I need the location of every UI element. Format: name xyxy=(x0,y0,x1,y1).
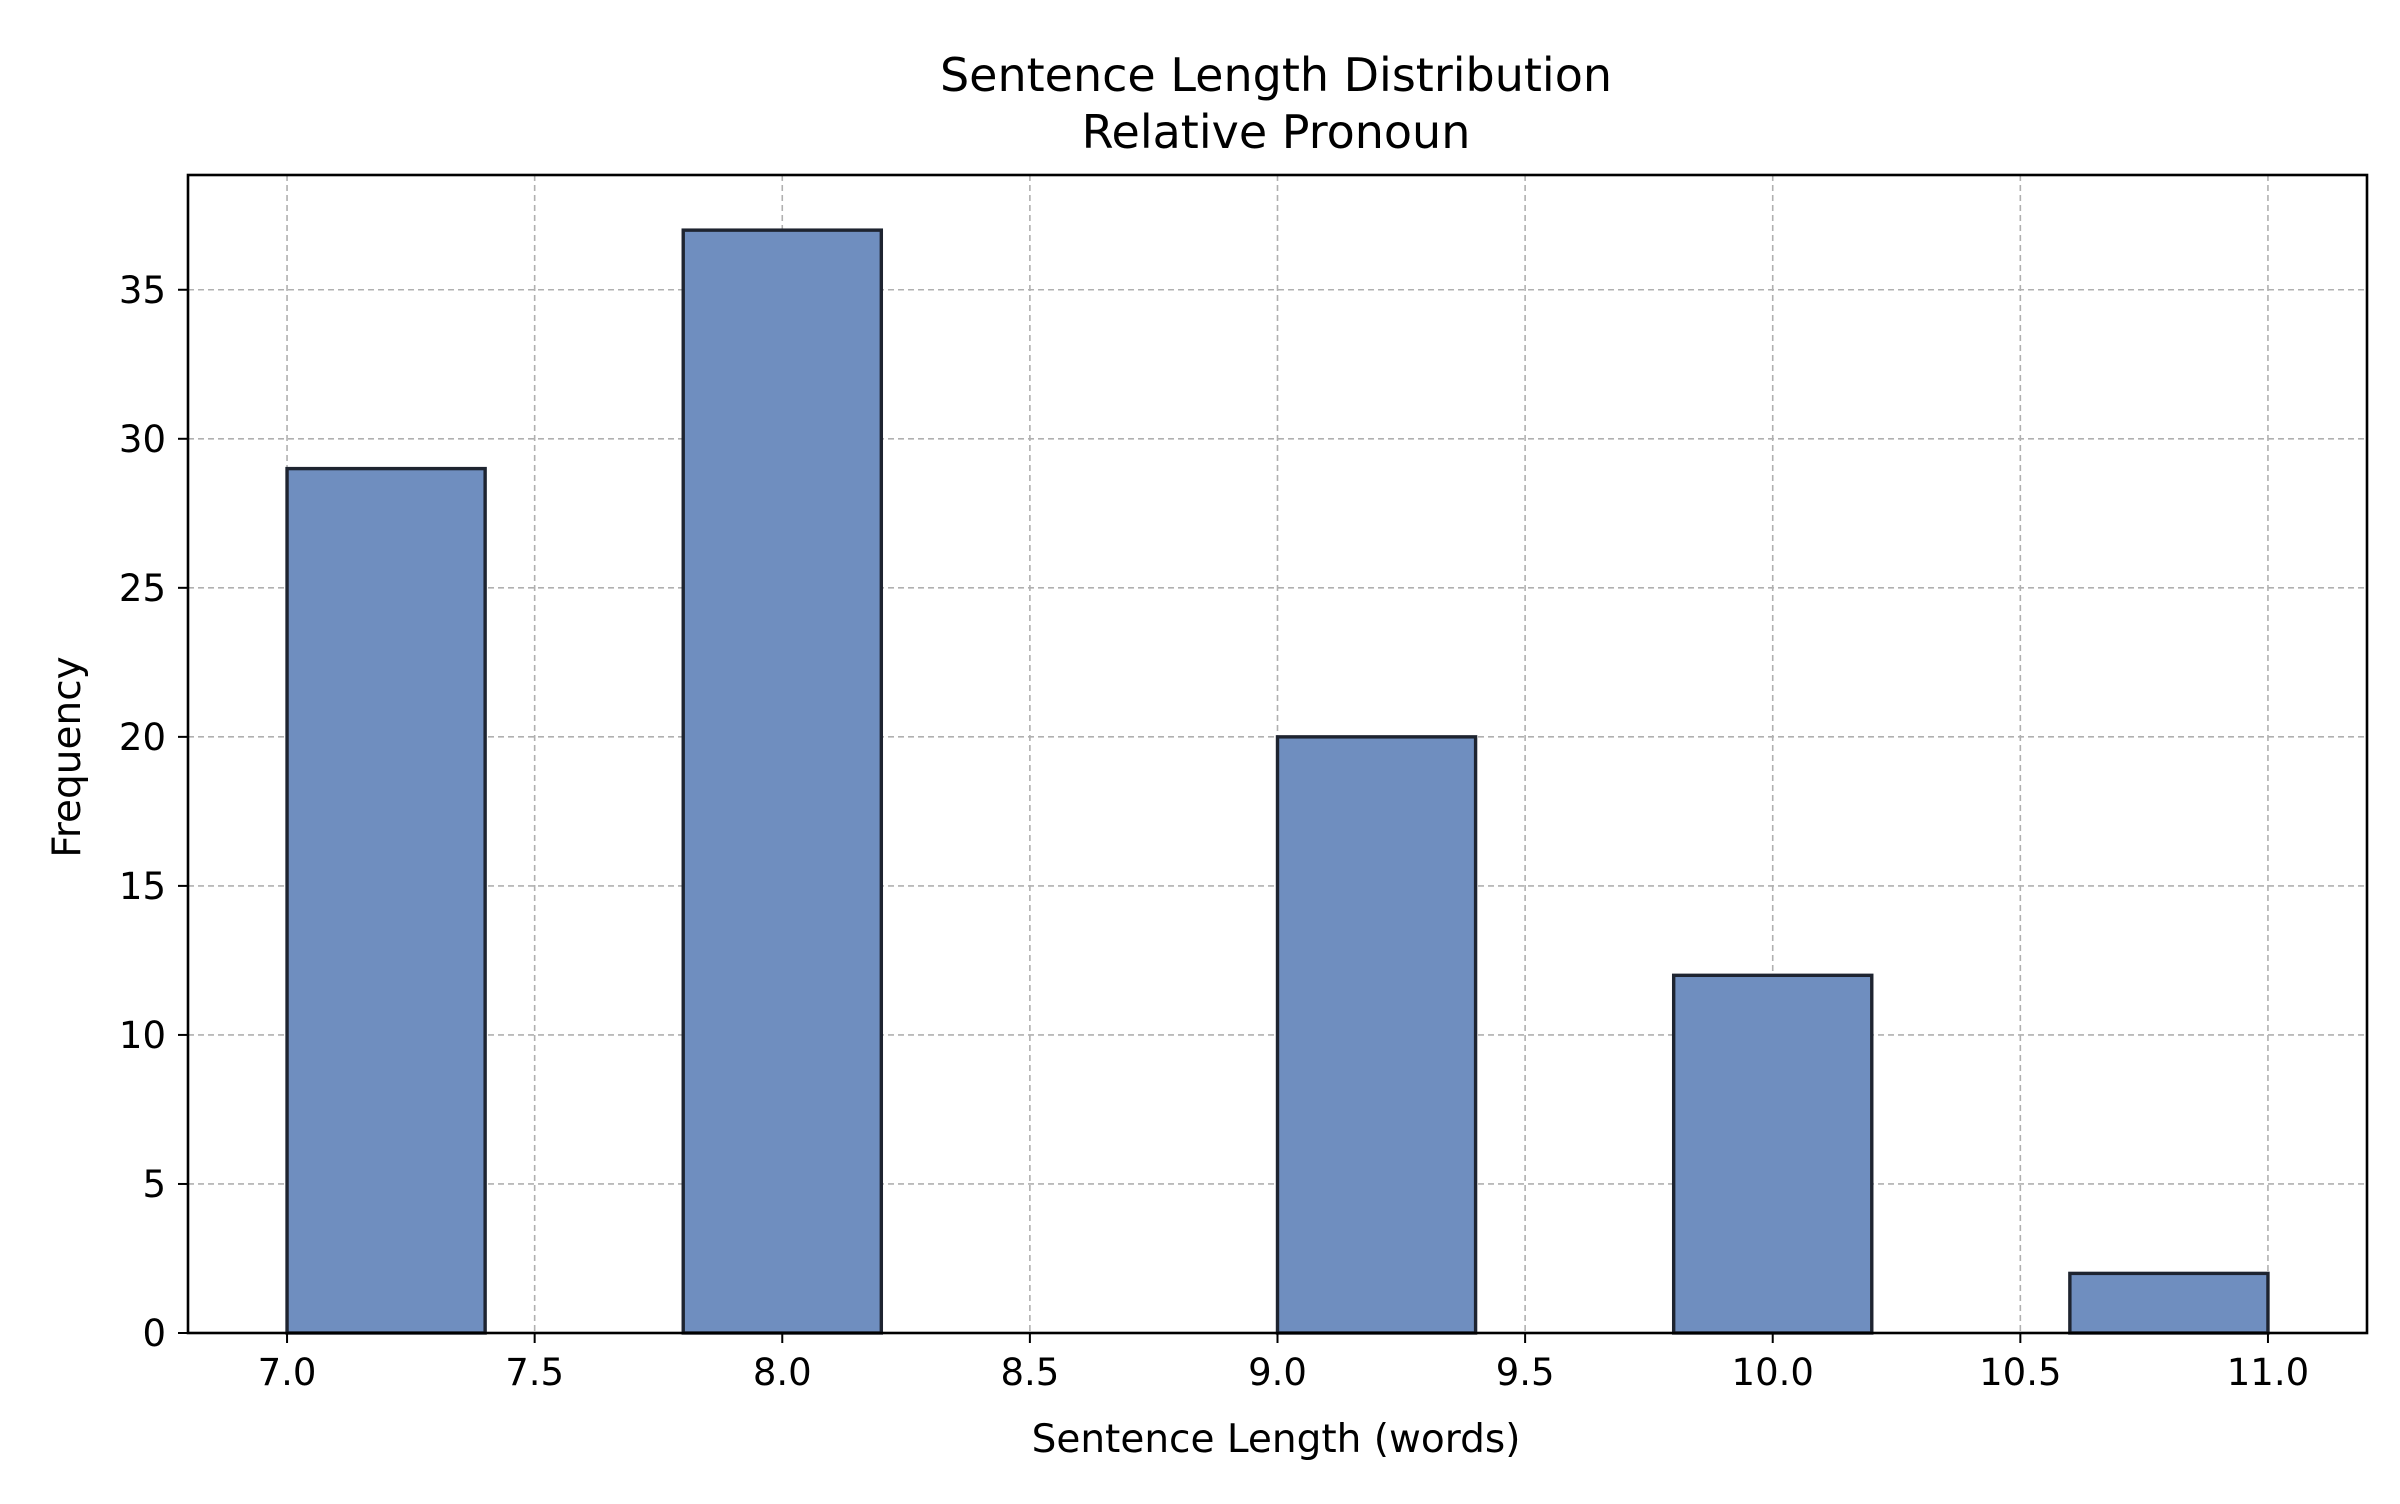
y-tick-label: 30 xyxy=(119,418,166,461)
y-tick-label: 15 xyxy=(119,865,166,908)
x-tick-label: 8.5 xyxy=(1000,1351,1059,1394)
y-tick-label: 25 xyxy=(119,567,166,610)
histogram-bar xyxy=(1275,735,1478,1335)
x-tick-label: 7.5 xyxy=(505,1351,564,1394)
histogram-bar xyxy=(285,466,487,1335)
y-tick-label: 5 xyxy=(142,1163,166,1206)
x-tick-label: 7.0 xyxy=(258,1351,317,1394)
x-axis-title: Sentence Length (words) xyxy=(1032,1417,1521,1462)
x-tick-label: 9.0 xyxy=(1248,1351,1307,1394)
x-tick-label: 8.0 xyxy=(753,1351,812,1394)
x-tick-label: 11.0 xyxy=(2227,1351,2309,1394)
y-tick-label: 10 xyxy=(119,1014,166,1057)
x-tick-label: 10.0 xyxy=(1732,1351,1814,1394)
axis-layer: 7.0 7.5 8.0 8.5 9.0 9.5 10.0 10.5 11.0 0 5 10 15 20 25… xyxy=(119,173,2369,1394)
bar-layer xyxy=(285,228,2270,1335)
y-tick-label: 0 xyxy=(142,1312,166,1355)
y-tick-label: 35 xyxy=(119,269,166,312)
y-tick-label: 20 xyxy=(119,716,166,759)
chart-title: Sentence Length Distribution xyxy=(940,48,1612,102)
y-axis-title: Frequency xyxy=(45,656,90,857)
histogram-bar xyxy=(681,228,884,1335)
chart-subtitle: Relative Pronoun xyxy=(1082,105,1471,159)
x-tick-label: 9.5 xyxy=(1496,1351,1555,1394)
histogram-bar xyxy=(1671,973,1874,1335)
histogram-bar xyxy=(2068,1271,2270,1335)
x-tick-label: 10.5 xyxy=(1979,1351,2061,1394)
